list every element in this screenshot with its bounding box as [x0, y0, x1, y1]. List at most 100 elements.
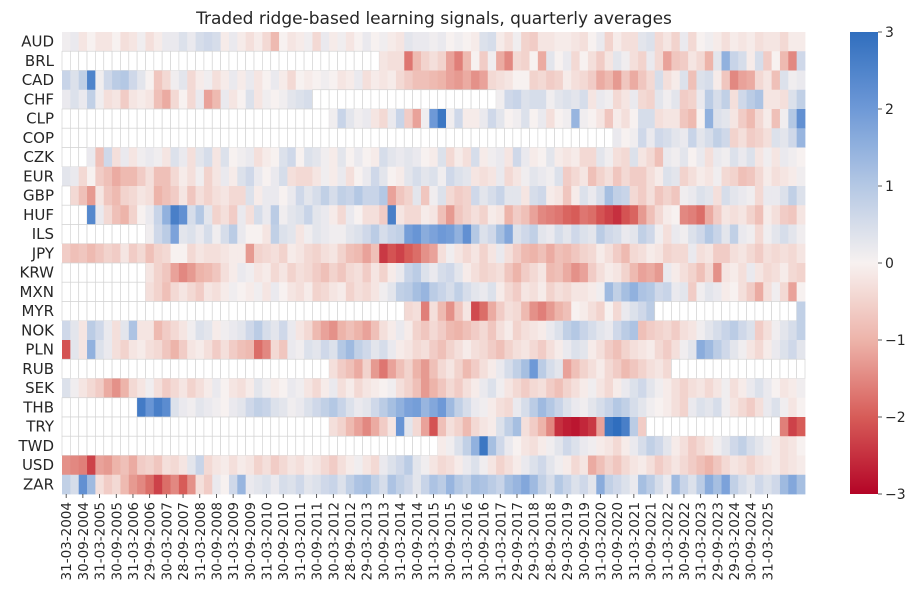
- heatmap-cell: [729, 416, 739, 437]
- heatmap-cell: [270, 320, 280, 341]
- heatmap-cell: [61, 50, 71, 71]
- heatmap-cell: [529, 474, 539, 495]
- heatmap-cell: [429, 224, 439, 245]
- heatmap-cell: [638, 397, 647, 418]
- heatmap-cell: [537, 224, 547, 245]
- heatmap-cell: [337, 224, 347, 245]
- heatmap-cell: [788, 243, 798, 264]
- heatmap-cell: [186, 358, 196, 379]
- heatmap-cell: [95, 50, 105, 71]
- heatmap-cell: [262, 455, 272, 476]
- heatmap-cell: [671, 378, 681, 399]
- heatmap-cell: [254, 340, 263, 360]
- heatmap-cell: [245, 89, 255, 110]
- heatmap-cell: [103, 32, 113, 52]
- heatmap-cell: [746, 474, 756, 495]
- colorbar-tick-label: −2: [885, 410, 906, 426]
- heatmap-cell: [170, 50, 180, 71]
- heatmap-cell: [429, 474, 439, 495]
- heatmap-cell: [754, 243, 764, 264]
- heatmap-cell: [345, 127, 355, 148]
- heatmap-cell: [671, 109, 681, 129]
- heatmap-cell: [663, 282, 672, 302]
- heatmap-cell: [454, 89, 464, 110]
- heatmap-cell: [287, 108, 297, 129]
- heatmap-cell: [178, 378, 188, 399]
- heatmap-cell: [454, 224, 464, 245]
- heatmap-cell: [621, 436, 631, 456]
- heatmap-cell: [387, 263, 397, 283]
- heatmap-cell: [679, 301, 689, 322]
- heatmap-cell: [646, 128, 656, 148]
- heatmap-cell: [479, 109, 489, 129]
- heatmap-cell: [796, 436, 806, 456]
- heatmap-cell: [721, 474, 731, 495]
- heatmap-cell: [454, 436, 464, 456]
- heatmap-cell: [354, 205, 363, 225]
- heatmap-cell: [595, 127, 605, 148]
- heatmap-cell: [161, 127, 171, 148]
- heatmap-cell: [70, 32, 80, 52]
- heatmap-cell: [120, 397, 130, 418]
- heatmap-cell: [570, 127, 580, 148]
- heatmap-cell: [687, 301, 697, 322]
- heatmap-cell: [187, 186, 196, 206]
- heatmap-cell: [78, 50, 88, 71]
- heatmap-cell: [404, 378, 414, 399]
- heatmap-cell: [370, 455, 380, 476]
- heatmap-cell: [579, 70, 589, 91]
- heatmap-cell: [721, 397, 731, 418]
- heatmap-cell: [312, 108, 322, 129]
- heatmap-cell: [713, 455, 722, 476]
- heatmap-cell: [162, 243, 171, 264]
- heatmap-cell: [471, 186, 480, 206]
- heatmap-cell: [446, 70, 455, 91]
- heatmap-cell: [404, 282, 414, 302]
- heatmap-cell: [688, 263, 697, 283]
- heatmap-cell: [428, 127, 439, 148]
- heatmap-cell: [504, 109, 514, 129]
- heatmap-cell: [320, 282, 330, 302]
- heatmap-cell: [70, 474, 80, 495]
- heatmap-cell: [437, 282, 447, 302]
- heatmap-cell: [404, 263, 414, 283]
- heatmap-cell: [796, 397, 806, 418]
- heatmap-cell: [120, 416, 130, 437]
- colorbar-tick-label: 0: [885, 256, 894, 272]
- heatmap-cell: [796, 109, 806, 129]
- heatmap-cell: [671, 397, 681, 418]
- heatmap-cell: [604, 186, 614, 206]
- heatmap-cell: [654, 455, 664, 476]
- heatmap-cell: [87, 378, 96, 399]
- heatmap-cell: [253, 108, 263, 129]
- heatmap-cell: [236, 416, 247, 437]
- heatmap-cell: [270, 282, 280, 302]
- heatmap-cell: [412, 32, 422, 52]
- heatmap-cell: [186, 127, 196, 148]
- heatmap-cell: [78, 108, 88, 129]
- heatmap-cell: [496, 301, 505, 322]
- heatmap-cell: [654, 320, 664, 341]
- heatmap-cell: [704, 89, 714, 110]
- heatmap-cell: [170, 320, 180, 341]
- heatmap-cell: [554, 89, 564, 110]
- heatmap-cell: [320, 358, 330, 379]
- heatmap-cell: [663, 70, 672, 91]
- heatmap-cell: [211, 127, 221, 148]
- heatmap-cell: [404, 474, 414, 495]
- heatmap-cell: [696, 455, 706, 476]
- heatmap-cell: [771, 32, 781, 52]
- heatmap-cell: [212, 282, 222, 302]
- x-tick-label: 30-09-2020: [610, 502, 626, 580]
- heatmap-cell: [763, 455, 773, 476]
- heatmap-cell: [379, 70, 388, 91]
- heatmap-cell: [195, 224, 205, 245]
- heatmap-cell: [746, 109, 756, 129]
- heatmap-cell: [487, 474, 497, 495]
- heatmap-cell: [562, 166, 572, 187]
- heatmap-cell: [395, 263, 405, 283]
- heatmap-cell: [729, 205, 739, 225]
- heatmap-cell: [521, 32, 530, 52]
- heatmap-cell: [136, 108, 146, 129]
- heatmap-cell: [471, 263, 480, 283]
